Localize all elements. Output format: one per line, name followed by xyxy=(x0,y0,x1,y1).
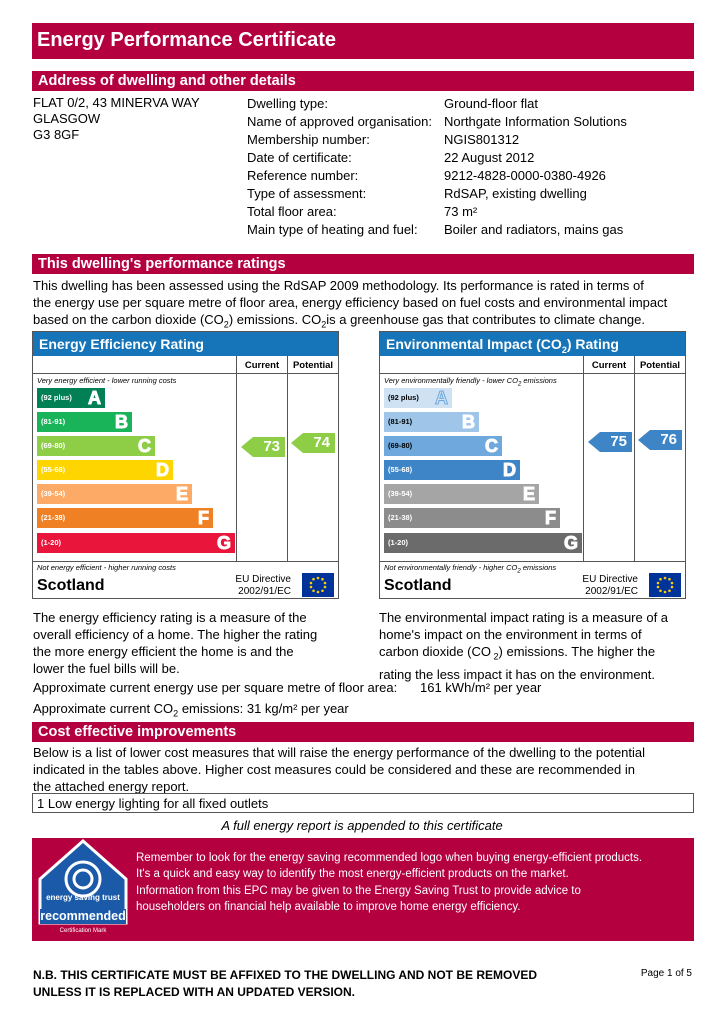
dwelling-address: FLAT 0/2, 43 MINERVA WAY GLASGOW G3 8GF xyxy=(33,95,200,143)
energy-saving-trust-logo: energy saving trust recommended Certific… xyxy=(36,838,130,939)
nb-notice: N.B. THIS CERTIFICATE MUST BE AFFIXED TO… xyxy=(33,968,537,999)
improvements-intro: Below is a list of lower cost measures t… xyxy=(33,745,646,794)
detail-value: NGIS801312 xyxy=(444,132,520,147)
improvement-measure: 1 Low energy lighting for all fixed outl… xyxy=(32,793,694,813)
band-f: (21-38) F xyxy=(384,508,560,529)
report-note: A full energy report is appended to this… xyxy=(221,818,503,833)
top-note: Very environmentally friendly - lower CO… xyxy=(384,376,557,388)
band-e: (39-54) E xyxy=(37,484,192,505)
band-g: (1-20) G xyxy=(37,533,235,554)
recommended-para-1: Remember to look for the energy saving r… xyxy=(136,852,643,880)
page-number: Page 1 of 5 xyxy=(640,968,692,979)
energy-use-value: 161 kWh/m² per year xyxy=(420,680,542,695)
col-potential: Potential xyxy=(292,360,334,371)
potential-rating-arrow: 76 xyxy=(638,430,682,450)
top-note: Very energy efficient - lower running co… xyxy=(37,376,177,385)
country-label: Scotland xyxy=(384,577,452,594)
energy-use-label: Approximate current energy use per squar… xyxy=(33,680,398,695)
detail-label: Type of assessment: xyxy=(247,186,367,201)
address-line: G3 8GF xyxy=(33,127,80,142)
detail-value: Boiler and radiators, mains gas xyxy=(444,222,624,237)
col-potential: Potential xyxy=(639,360,681,371)
detail-value: Northgate Information Solutions xyxy=(444,114,627,129)
band-b: (81-91) B xyxy=(384,412,479,433)
detail-value: 22 August 2012 xyxy=(444,150,535,165)
intro-line: This dwelling has been assessed using th… xyxy=(33,278,644,293)
band-d: (55-68) D xyxy=(384,460,520,481)
efficiency-description: The energy efficiency rating is a measur… xyxy=(33,610,318,676)
logo-top-text: energy saving trust xyxy=(46,893,120,902)
detail-value: 9212-4828-0000-0380-4926 xyxy=(444,168,606,183)
col-current: Current xyxy=(244,360,280,371)
detail-label: Membership number: xyxy=(247,132,370,147)
eu-directive: EU Directive 2002/91/EC xyxy=(582,574,638,597)
detail-label: Total floor area: xyxy=(247,204,337,219)
detail-label: Dwelling type: xyxy=(247,96,328,111)
energy-efficiency-heading: Energy Efficiency Rating xyxy=(33,332,338,356)
improvements-heading: Cost effective improvements xyxy=(32,722,694,742)
environmental-description: The environmental impact rating is a mea… xyxy=(379,610,669,682)
detail-value: Ground-floor flat xyxy=(444,96,538,111)
bottom-note: Not energy efficient - higher running co… xyxy=(37,563,176,572)
intro-line: the energy use per square metre of floor… xyxy=(33,295,668,310)
detail-value: 73 m² xyxy=(444,204,478,219)
band-a: (92 plus) A xyxy=(37,388,105,409)
eu-flag-icon xyxy=(649,573,681,597)
recommended-para-2: Information from this EPC may be given t… xyxy=(136,885,581,913)
environmental-impact-panel: Environmental Impact (CO2) Rating Curren… xyxy=(379,331,686,599)
environmental-impact-heading: Environmental Impact (CO2) Rating xyxy=(380,332,685,356)
energy-saving-recommended-box: energy saving trust recommended Certific… xyxy=(32,838,694,941)
band-g: (1-20) G xyxy=(384,533,582,554)
logo-word: recommended xyxy=(40,909,126,923)
eu-flag-icon xyxy=(302,573,334,597)
band-d: (55-68) D xyxy=(37,460,173,481)
page-title: Energy Performance Certificate xyxy=(32,23,694,59)
current-rating-arrow: 73 xyxy=(241,437,285,457)
detail-label: Reference number: xyxy=(247,168,359,183)
potential-rating-arrow: 74 xyxy=(291,433,335,453)
band-c: (69-80) C xyxy=(384,436,502,457)
detail-label: Name of approved organisation: xyxy=(247,114,433,129)
country-label: Scotland xyxy=(37,577,105,594)
band-a: (92 plus) A xyxy=(384,388,452,409)
bottom-note: Not environmentally friendly - higher CO… xyxy=(384,563,557,575)
detail-value: RdSAP, existing dwelling xyxy=(444,186,587,201)
intro-line: based on the carbon dioxide (CO2) emissi… xyxy=(33,312,645,330)
col-current: Current xyxy=(591,360,627,371)
address-section-heading: Address of dwelling and other details xyxy=(32,71,694,91)
band-b: (81-91) B xyxy=(37,412,132,433)
band-c: (69-80) C xyxy=(37,436,155,457)
logo-small: Certification Mark xyxy=(59,928,107,934)
energy-efficiency-panel: Energy Efficiency Rating Current Potenti… xyxy=(32,331,339,599)
current-rating-arrow: 75 xyxy=(588,432,632,452)
performance-section-heading: This dwelling's performance ratings xyxy=(32,254,694,274)
eu-directive: EU Directive 2002/91/EC xyxy=(235,574,291,597)
band-e: (39-54) E xyxy=(384,484,539,505)
detail-label: Main type of heating and fuel: xyxy=(247,222,418,237)
co2-emissions: Approximate current CO2 emissions: 31 kg… xyxy=(33,701,349,719)
band-f: (21-38) F xyxy=(37,508,213,529)
performance-intro: This dwelling has been assessed using th… xyxy=(33,277,693,334)
address-line: FLAT 0/2, 43 MINERVA WAY xyxy=(33,95,200,110)
address-line: GLASGOW xyxy=(33,111,101,126)
detail-label: Date of certificate: xyxy=(247,150,352,165)
